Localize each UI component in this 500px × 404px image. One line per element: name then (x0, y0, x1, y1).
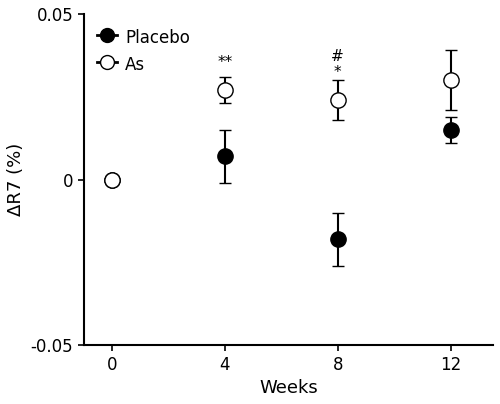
X-axis label: Weeks: Weeks (259, 379, 318, 397)
Text: *: * (334, 65, 342, 80)
Legend: Placebo, As: Placebo, As (92, 22, 195, 80)
Text: #: # (332, 48, 344, 63)
Y-axis label: ΔR7 (%): ΔR7 (%) (7, 143, 25, 216)
Text: **: ** (217, 55, 232, 70)
